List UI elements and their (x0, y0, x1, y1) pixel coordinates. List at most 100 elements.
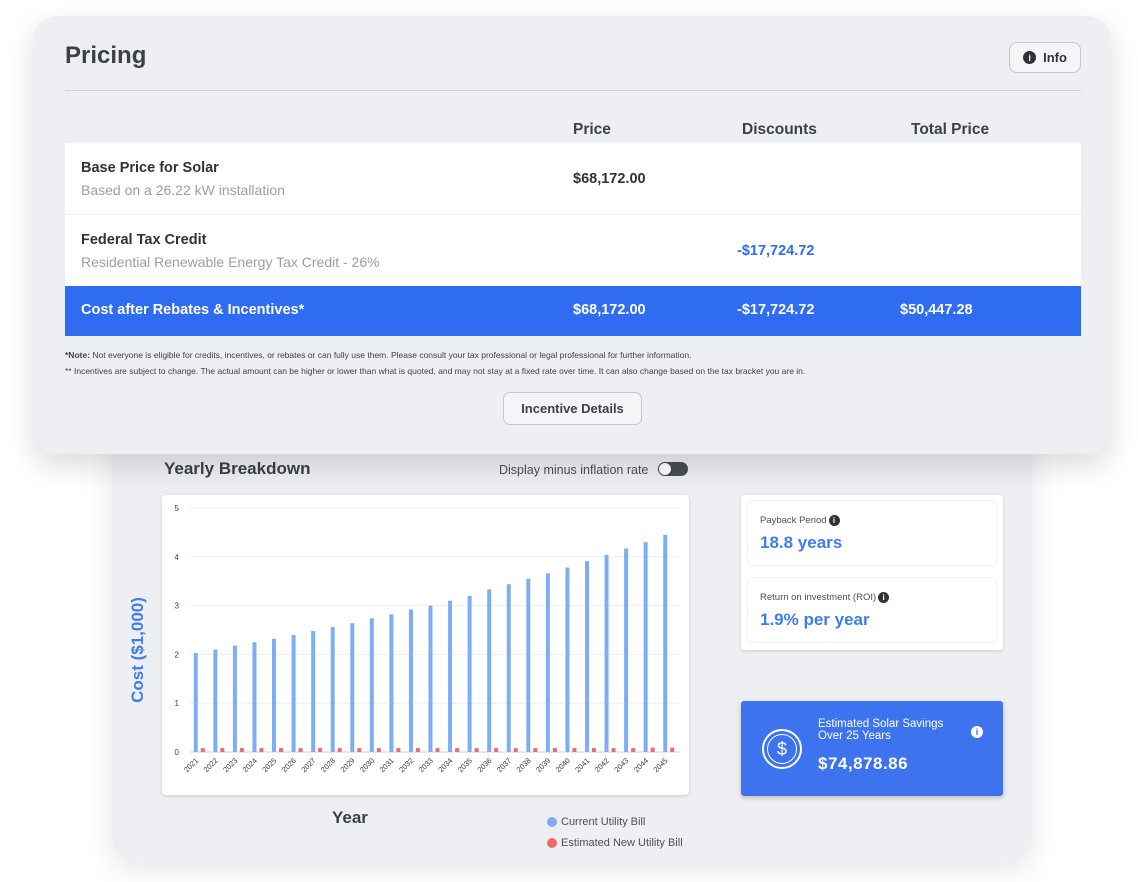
inflation-toggle[interactable] (658, 462, 688, 476)
note-body: Not everyone is eligible for credits, in… (90, 350, 692, 360)
savings-amount: $74,878.86 (818, 754, 909, 773)
chart-bar-current (526, 578, 531, 752)
chart-bar-current (506, 584, 511, 752)
info-icon[interactable]: i (971, 726, 983, 738)
chart-y-axis-label: Cost ($1,000) (128, 590, 148, 710)
chart-y-axis-label-text: Cost ($1,000) (128, 597, 147, 703)
dollar-icon-inner: $ (767, 734, 797, 764)
row-price: $68,172.00 (573, 171, 646, 187)
chart-bar-new (239, 748, 244, 752)
chart-x-tick-label: 2042 (593, 756, 611, 774)
chart-y-tick-label: 2 (175, 650, 180, 659)
stats-panel: Payback Period i 18.8 years Return on inv… (741, 495, 1003, 650)
chart-bar-new (552, 748, 557, 752)
column-header-discounts: Discounts (742, 121, 817, 138)
yearly-breakdown-title: Yearly Breakdown (164, 459, 311, 478)
chart-x-tick-label: 2030 (358, 756, 376, 774)
row-discount: -$17,724.72 (737, 302, 815, 318)
chart-x-tick-label: 2033 (417, 756, 435, 774)
chart-bar-current (272, 638, 277, 752)
chart-x-tick-label: 2021 (182, 756, 200, 774)
incentive-details-button[interactable]: Incentive Details (503, 392, 642, 425)
chart-x-tick-label: 2032 (397, 756, 415, 774)
info-button-label: Info (1043, 50, 1067, 65)
chart-legend: Current Utility Bill Estimated New Utili… (547, 811, 683, 853)
chart-bar-current (369, 618, 374, 752)
chart-bar-current (350, 623, 355, 752)
chart-bar-current (252, 642, 257, 752)
chart-bar-new (474, 748, 479, 752)
chart-bar-new (435, 748, 440, 752)
chart-bar-new (670, 747, 675, 752)
chart-bar-current (311, 630, 316, 752)
note-label: *Note: (65, 350, 91, 360)
note-text: *Note: Not everyone is eligible for cred… (65, 350, 691, 360)
chart-bar-current (545, 573, 550, 752)
note-text-2: ** Incentives are subject to change. The… (65, 366, 806, 376)
chart-x-tick-label: 2043 (612, 756, 630, 774)
chart-bar-new (318, 748, 323, 752)
chart-bar-new (220, 748, 225, 752)
chart-bar-new (376, 748, 381, 752)
chart-x-tick-label: 2023 (221, 756, 239, 774)
chart-x-tick-label: 2029 (339, 756, 357, 774)
pricing-title: Pricing (65, 42, 147, 69)
chart-bar-current (624, 548, 629, 752)
info-button[interactable]: i Info (1009, 42, 1081, 73)
chart-y-tick-label: 4 (175, 553, 180, 562)
row-discount: -$17,724.72 (737, 243, 815, 259)
row-name: Cost after Rebates & Incentives* (81, 302, 305, 318)
chart-y-tick-label: 3 (175, 602, 180, 611)
chart-bar-current (565, 567, 570, 752)
chart-bar-new (259, 748, 264, 752)
chart-bar-current (487, 589, 492, 752)
savings-title: Estimated Solar Savings Over 25 Years (818, 718, 944, 742)
chart-bar-new (494, 748, 499, 752)
chart-x-tick-label: 2026 (280, 756, 298, 774)
chart-bar-current (330, 627, 335, 752)
row-total: $50,447.28 (900, 302, 973, 318)
row-price: $68,172.00 (573, 302, 646, 318)
roi-value: 1.9% per year (760, 610, 870, 629)
payback-period-value: 18.8 years (760, 533, 843, 552)
chart-x-tick-label: 2035 (456, 756, 474, 774)
roi-stat: Return on investment (ROI) i 1.9% per yea… (747, 577, 997, 643)
chart-bar-current (291, 634, 296, 752)
chart-bar-current (467, 595, 472, 752)
chart-bar-current (428, 605, 433, 752)
info-icon[interactable]: i (878, 592, 890, 603)
chart-bar-new (396, 748, 401, 752)
chart-x-tick-label: 2028 (319, 756, 337, 774)
info-icon: i (1023, 51, 1037, 64)
legend-dot-current (547, 816, 557, 827)
chart-bar-current (213, 649, 218, 752)
chart-bar-new (611, 748, 616, 752)
chart-x-tick-label: 2037 (495, 756, 513, 774)
column-header-total-price: Total Price (911, 121, 990, 138)
chart-bar-new (279, 748, 284, 752)
chart-bar-new (357, 748, 362, 752)
chart-bar-current (389, 614, 394, 752)
row-description: Based on a 26.22 kW installation (81, 182, 285, 198)
roi-label: Return on investment (ROI) i (760, 592, 890, 603)
chart-x-tick-label: 2022 (202, 756, 220, 774)
chart-bar-new (650, 747, 655, 752)
payback-period-label: Payback Period i (760, 515, 840, 526)
payback-period-label-text: Payback Period (760, 515, 827, 526)
chart-x-tick-label: 2039 (534, 756, 552, 774)
toggle-knob[interactable] (659, 463, 671, 475)
chart-bar-new (415, 748, 420, 752)
chart-x-tick-label: 2041 (573, 756, 591, 774)
chart-bar-current (448, 600, 453, 752)
chart-x-tick-label: 2038 (515, 756, 533, 774)
chart-x-tick-label: 2044 (632, 756, 650, 774)
table-row: Base Price for Solar Based on a 26.22 kW… (65, 143, 1081, 214)
chart-x-tick-label: 2040 (554, 756, 572, 774)
legend-item-current: Current Utility Bill (547, 811, 683, 832)
info-icon[interactable]: i (828, 515, 840, 526)
chart-bar-new (298, 748, 303, 752)
chart-x-tick-label: 2025 (260, 756, 278, 774)
chart-bar-current (643, 542, 648, 752)
chart-bar-current (663, 534, 668, 752)
